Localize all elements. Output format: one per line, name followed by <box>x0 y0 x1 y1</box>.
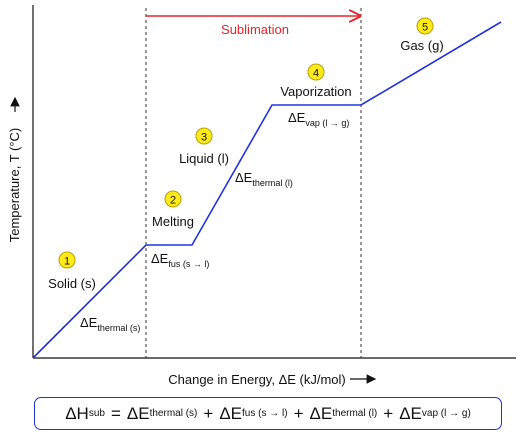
delta-e-thermal-solid-symbol: ΔE <box>80 315 98 330</box>
stage-2-label: Melting <box>152 214 194 229</box>
formula-plus-3: + <box>383 403 394 423</box>
formula-term-1-sub: thermal (s) <box>149 408 198 419</box>
delta-e-thermal-liquid: ΔEthermal (l) <box>235 170 293 188</box>
formula-term-2-sub: fus (s → l) <box>242 408 288 419</box>
delta-e-thermal-solid: ΔEthermal (s) <box>80 315 140 333</box>
delta-e-fusion: ΔEfus (s → l) <box>151 251 209 269</box>
formula-term-2: ΔE <box>219 403 243 423</box>
formula-equals: = <box>110 403 121 423</box>
x-axis-label: Change in Energy, ΔE (kJ/mol) <box>168 372 346 387</box>
stage-4-marker <box>307 63 325 81</box>
formula-term-4-sub: vap (l → g) <box>421 408 471 419</box>
delta-e-vaporization-symbol: ΔE <box>288 110 306 125</box>
stage-5-marker <box>416 17 434 35</box>
stage-2-marker <box>164 190 182 208</box>
sublimation-label: Sublimation <box>221 22 289 37</box>
stage-1-label: Solid (s) <box>48 276 96 291</box>
stage-1-marker <box>58 251 76 269</box>
stage-5-label: Gas (g) <box>400 38 443 53</box>
delta-e-thermal-solid-sub: thermal (s) <box>97 323 140 333</box>
heating-curve <box>32 21 502 359</box>
formula-term-4: ΔE <box>399 403 422 423</box>
stage-4-number: 4 <box>313 68 319 80</box>
delta-e-vaporization-sub: vap (l → g) <box>305 118 349 128</box>
stage-3-number: 3 <box>201 132 207 144</box>
stage-5-number: 5 <box>422 22 428 34</box>
stage-2-number: 2 <box>170 195 176 207</box>
formula-lhs-sub: sub <box>88 408 105 419</box>
formula-term-3-sub: thermal (l) <box>332 408 378 419</box>
stage-1-number: 1 <box>64 256 70 268</box>
delta-e-thermal-liquid-symbol: ΔE <box>235 170 253 185</box>
delta-e-thermal-liquid-sub: thermal (l) <box>252 178 293 188</box>
delta-e-fusion-symbol: ΔE <box>151 251 169 266</box>
sublimation-enthalpy-formula: ΔH sub = ΔE thermal (s) + ΔE fus (s → l) + … <box>34 397 502 430</box>
formula-plus-2: + <box>293 403 304 423</box>
delta-e-vaporization: ΔEvap (l → g) <box>288 110 349 128</box>
formula-term-1: ΔE <box>126 403 150 423</box>
stage-4-label: Vaporization <box>280 84 351 99</box>
formula-term-3: ΔE <box>309 403 333 423</box>
delta-e-fusion-sub: fus (s → l) <box>168 259 209 269</box>
stage-3-label: Liquid (l) <box>179 151 229 166</box>
formula-plus-1: + <box>203 403 214 423</box>
y-axis-label: Temperature, T (°C) <box>7 128 22 243</box>
stage-3-marker <box>195 127 213 145</box>
formula-lhs: ΔH <box>65 403 89 423</box>
